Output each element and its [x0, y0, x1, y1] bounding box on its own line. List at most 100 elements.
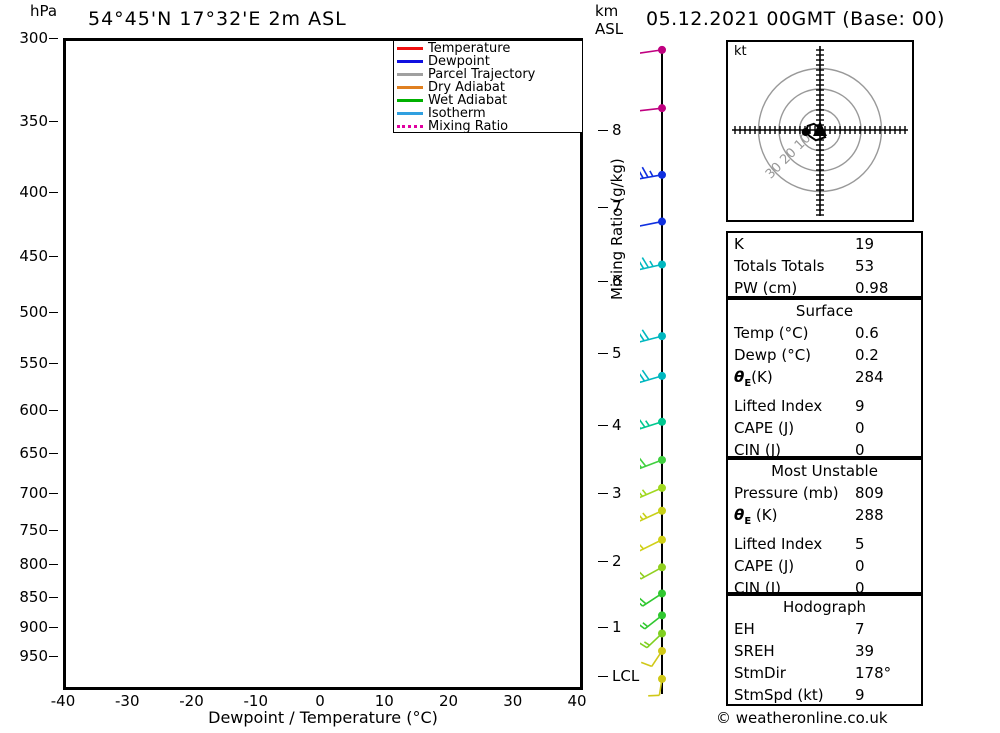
page-title: 54°45'N 17°32'E 2m ASL: [88, 8, 347, 30]
legend-item-dry-adiabat: Dry Adiabat: [397, 81, 582, 94]
temperature-tick-label: -40: [50, 692, 76, 710]
lcl-tick-mark: [598, 675, 608, 677]
row-key: Lifted Index: [734, 535, 823, 553]
pressure-tick-label: 600: [19, 400, 48, 419]
table-row: CAPE (J) 0: [728, 555, 921, 577]
pressure-tick-label: 950: [19, 647, 48, 666]
table-row: CAPE (J) 0: [728, 417, 921, 439]
row-key: Dewp (°C): [734, 346, 812, 364]
table-row: Lifted Index 9: [728, 395, 921, 417]
hodograph-unit-label: kt: [734, 44, 747, 59]
height-tick-mark: [598, 129, 608, 131]
temperature-tick-label: -20: [179, 692, 204, 710]
temperature-tick-label: -30: [115, 692, 140, 710]
legend-item-mixing-ratio: Mixing Ratio: [397, 120, 582, 133]
height-tick-mark: [598, 206, 608, 208]
height-tick-mark: [598, 424, 608, 426]
temperature-tick-label: 0: [315, 692, 325, 710]
pressure-tick-label: 900: [19, 618, 48, 637]
pressure-tick-mark: [49, 529, 58, 531]
table-row: Pressure (mb) 809: [728, 482, 921, 504]
pressure-tick-label: 700: [19, 483, 48, 502]
wind-barb-column: [624, 38, 720, 698]
legend-swatch-icon: [397, 112, 423, 115]
row-key: Temp (°C): [734, 324, 809, 342]
row-key: CAPE (J): [734, 557, 795, 575]
legend-item-wet-adiabat: Wet Adiabat: [397, 94, 582, 107]
pressure-tick-mark: [49, 596, 58, 598]
height-tick-label: 6: [612, 272, 622, 291]
row-key: CIN (J): [734, 441, 782, 459]
xaxis-title: Dewpoint / Temperature (°C): [208, 708, 438, 727]
row-value: 0: [855, 557, 865, 575]
height-tick-mark: [598, 626, 608, 628]
row-key: EH: [734, 620, 755, 638]
temperature-tick-label: 30: [503, 692, 523, 710]
pressure-tick-label: 650: [19, 443, 48, 462]
row-value: 7: [855, 620, 865, 638]
temperature-tick-label: 40: [567, 692, 587, 710]
row-value: 0.98: [855, 279, 889, 297]
legend-swatch-icon: [397, 47, 423, 50]
wind-barb: [640, 646, 666, 668]
legend-swatch-icon: [397, 125, 423, 128]
legend-item-label: Dry Adiabat: [428, 80, 505, 95]
row-key: SREH: [734, 642, 775, 660]
pressure-tick-mark: [49, 192, 58, 194]
row-value: 288: [855, 506, 884, 524]
model-run-title: 05.12.2021 00GMT (Base: 00): [646, 8, 945, 30]
pressure-unit-label: hPa: [30, 2, 58, 20]
height-tick-mark: [598, 560, 608, 562]
row-value: 0: [855, 441, 865, 459]
wind-barb: [636, 629, 666, 649]
pressure-tick-label: 550: [19, 354, 48, 373]
legend-swatch-icon: [397, 86, 423, 89]
legend-item-label: Mixing Ratio: [428, 119, 509, 134]
pressure-tick-label: 300: [19, 29, 48, 47]
legend-item-label: Isotherm: [428, 106, 486, 121]
temperature-axis: -40 -30 -20 -10 0 10 20 30 40: [51, 690, 587, 714]
table-row: PW (cm) 0.98: [728, 277, 921, 299]
pressure-tick-label: 500: [19, 303, 48, 322]
legend-item-label: Temperature: [428, 41, 511, 56]
row-value: 0.2: [855, 346, 879, 364]
hodograph-endpoint: [801, 128, 810, 136]
height-tick-label: 4: [612, 415, 622, 434]
row-value: 39: [855, 642, 875, 660]
row-key: θE(K): [734, 368, 773, 389]
height-tick-label: 2: [612, 551, 622, 570]
pressure-tick-label: 400: [19, 183, 48, 202]
height-tick-label: 7: [612, 197, 622, 216]
pressure-tick-mark: [49, 120, 58, 122]
table-row: EH 7: [728, 618, 921, 640]
pressure-tick-mark: [49, 409, 58, 411]
row-key: Pressure (mb): [734, 484, 839, 502]
legend-item-parcel-trajectory: Parcel Trajectory: [397, 68, 582, 81]
temperature-tick-label: 10: [374, 692, 394, 710]
panel-surface: Surface Temp (°C) 0.6 Dewp (°C) 0.2 θE(K) 284…: [726, 298, 923, 459]
wind-barb: [648, 674, 666, 697]
table-row: StmDir 178°: [728, 662, 921, 684]
row-value: 19: [855, 235, 875, 253]
legend-swatch-icon: [397, 99, 423, 102]
row-key: Lifted Index: [734, 397, 823, 415]
table-row: Temp (°C) 0.6: [728, 322, 921, 344]
skewt-frame-border: [63, 38, 583, 690]
legend-item-label: Dewpoint: [428, 54, 490, 69]
table-row: Dewp (°C) 0.2: [728, 344, 921, 366]
pressure-tick-label: 850: [19, 587, 48, 606]
row-key: PW (cm): [734, 279, 798, 297]
pressure-tick-mark: [49, 492, 58, 494]
pressure-tick-mark: [49, 363, 58, 365]
pressure-tick-label: 800: [19, 555, 48, 574]
row-value: 178°: [855, 664, 892, 682]
row-value: 0: [855, 579, 865, 597]
row-value: 5: [855, 535, 865, 553]
table-row: Lifted Index 5: [728, 533, 921, 555]
panel-hodograph-title: Hodograph: [782, 598, 867, 616]
pressure-tick-mark: [49, 564, 58, 566]
row-key: StmDir: [734, 664, 786, 682]
pressure-axis: 300 350 400 450 500 550 600 650 700 750 800 850 900 9…: [0, 29, 58, 690]
panel-most-unstable-title: Most Unstable: [771, 462, 878, 480]
